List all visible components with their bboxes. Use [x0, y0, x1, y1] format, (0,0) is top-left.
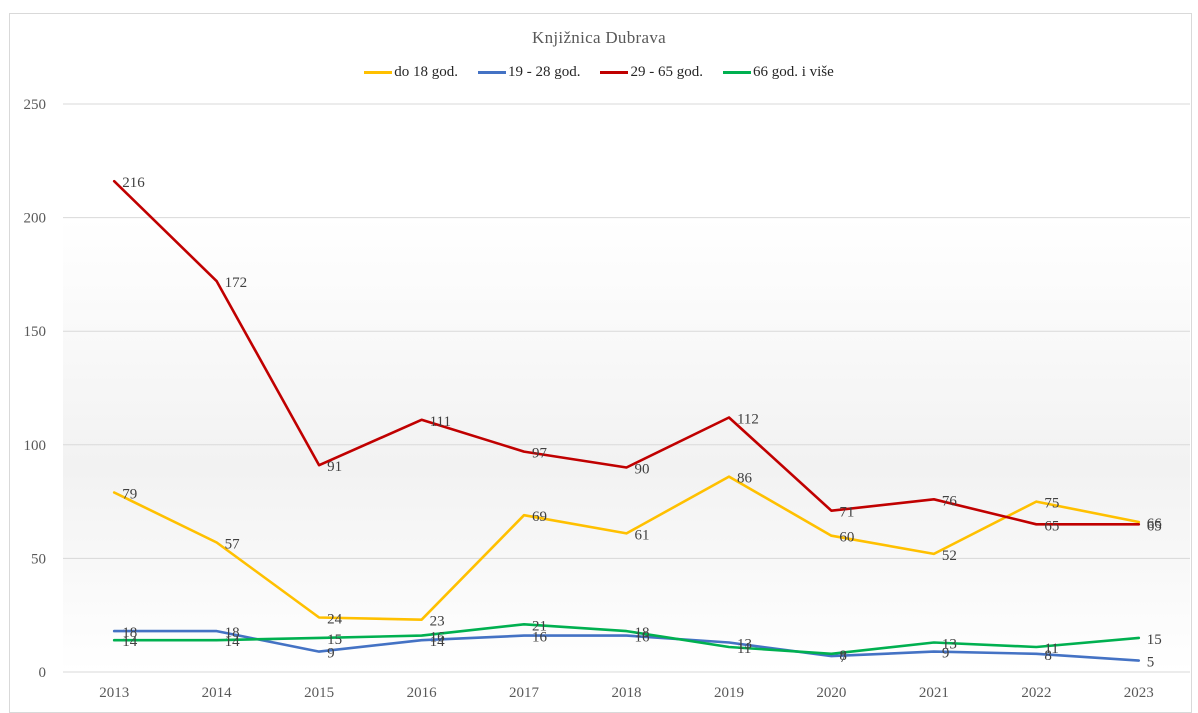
data-label: 8 [839, 648, 847, 664]
data-label: 90 [635, 462, 650, 478]
x-tick-label: 2019 [714, 685, 744, 701]
x-tick-label: 2023 [1124, 685, 1154, 701]
legend-item-series-3: 66 god. i više [722, 64, 834, 81]
legend-label: do 18 god. [394, 64, 458, 80]
legend-label: 29 - 65 god. [630, 64, 703, 80]
legend-label: 66 god. i više [752, 64, 834, 80]
data-label: 9 [327, 646, 335, 662]
data-label: 18 [225, 625, 240, 641]
data-label: 14 [122, 634, 137, 650]
x-tick-label: 2020 [816, 685, 846, 701]
data-label: 76 [942, 493, 958, 509]
data-label: 24 [327, 611, 343, 627]
y-tick-label: 150 [24, 324, 47, 340]
data-label: 9 [942, 646, 950, 662]
data-label: 16 [430, 630, 446, 646]
data-label: 52 [942, 548, 957, 564]
data-label: 65 [1044, 518, 1059, 534]
data-label: 86 [737, 471, 753, 487]
data-label: 15 [327, 632, 342, 648]
data-label: 14 [430, 634, 446, 650]
chart-title: Knjižnica Dubrava [532, 28, 666, 47]
x-tick-label: 2021 [919, 685, 949, 701]
data-label: 111 [430, 414, 451, 430]
x-tick-label: 2015 [304, 685, 334, 701]
legend-item-series-1: 19 - 28 god. [477, 64, 581, 81]
data-label: 57 [225, 536, 241, 552]
data-label: 18 [635, 625, 650, 641]
data-label: 112 [737, 412, 759, 428]
data-label: 75 [1044, 496, 1059, 512]
y-tick-label: 0 [39, 665, 47, 681]
data-label: 16 [532, 630, 548, 646]
data-label: 71 [839, 505, 854, 521]
data-label: 7 [839, 650, 847, 666]
data-label: 18 [122, 625, 137, 641]
data-label: 16 [635, 630, 651, 646]
data-label: 216 [122, 175, 145, 191]
data-label: 11 [737, 641, 751, 657]
y-tick-label: 200 [24, 211, 47, 227]
series-line-3 [112, 622, 1141, 656]
legend: do 18 god. 19 - 28 god. 29 - 65 god. 66 … [0, 64, 1198, 81]
series-line-0 [112, 475, 1141, 622]
data-label: 14 [225, 634, 241, 650]
data-label: 23 [430, 614, 445, 630]
y-tick-label: 100 [24, 438, 47, 454]
data-label: 91 [327, 459, 342, 475]
data-label: 8 [1044, 648, 1052, 664]
x-tick-label: 2018 [612, 685, 642, 701]
data-label: 5 [1147, 655, 1155, 671]
data-label: 97 [532, 446, 548, 462]
x-tick-label: 2014 [202, 685, 233, 701]
legend-swatch [722, 71, 751, 74]
x-tick-label: 2013 [99, 685, 129, 701]
data-label: 79 [122, 487, 137, 503]
y-tick-label: 50 [31, 551, 46, 567]
data-label: 60 [839, 530, 854, 546]
data-label: 61 [635, 527, 650, 543]
x-tick-label: 2016 [407, 685, 438, 701]
data-label: 11 [1044, 641, 1058, 657]
data-label: 13 [737, 636, 752, 652]
x-tick-label: 2017 [509, 685, 540, 701]
data-label: 13 [942, 636, 957, 652]
legend-swatch [600, 71, 629, 74]
data-label: 21 [532, 618, 547, 634]
data-label: 69 [532, 509, 547, 525]
y-tick-label: 250 [24, 97, 47, 113]
x-tick-label: 2022 [1021, 685, 1051, 701]
data-label: 65 [1147, 518, 1162, 534]
legend-label: 19 - 28 god. [507, 64, 581, 80]
legend-swatch [477, 71, 506, 74]
legend-item-series-0: do 18 god. [364, 64, 458, 81]
data-label: 172 [225, 275, 248, 291]
data-label: 66 [1147, 516, 1163, 532]
series-line-2 [112, 179, 1141, 526]
data-label: 15 [1147, 632, 1162, 648]
legend-swatch [364, 71, 393, 74]
legend-item-series-2: 29 - 65 god. [600, 64, 703, 81]
series-line-1 [112, 629, 1141, 662]
